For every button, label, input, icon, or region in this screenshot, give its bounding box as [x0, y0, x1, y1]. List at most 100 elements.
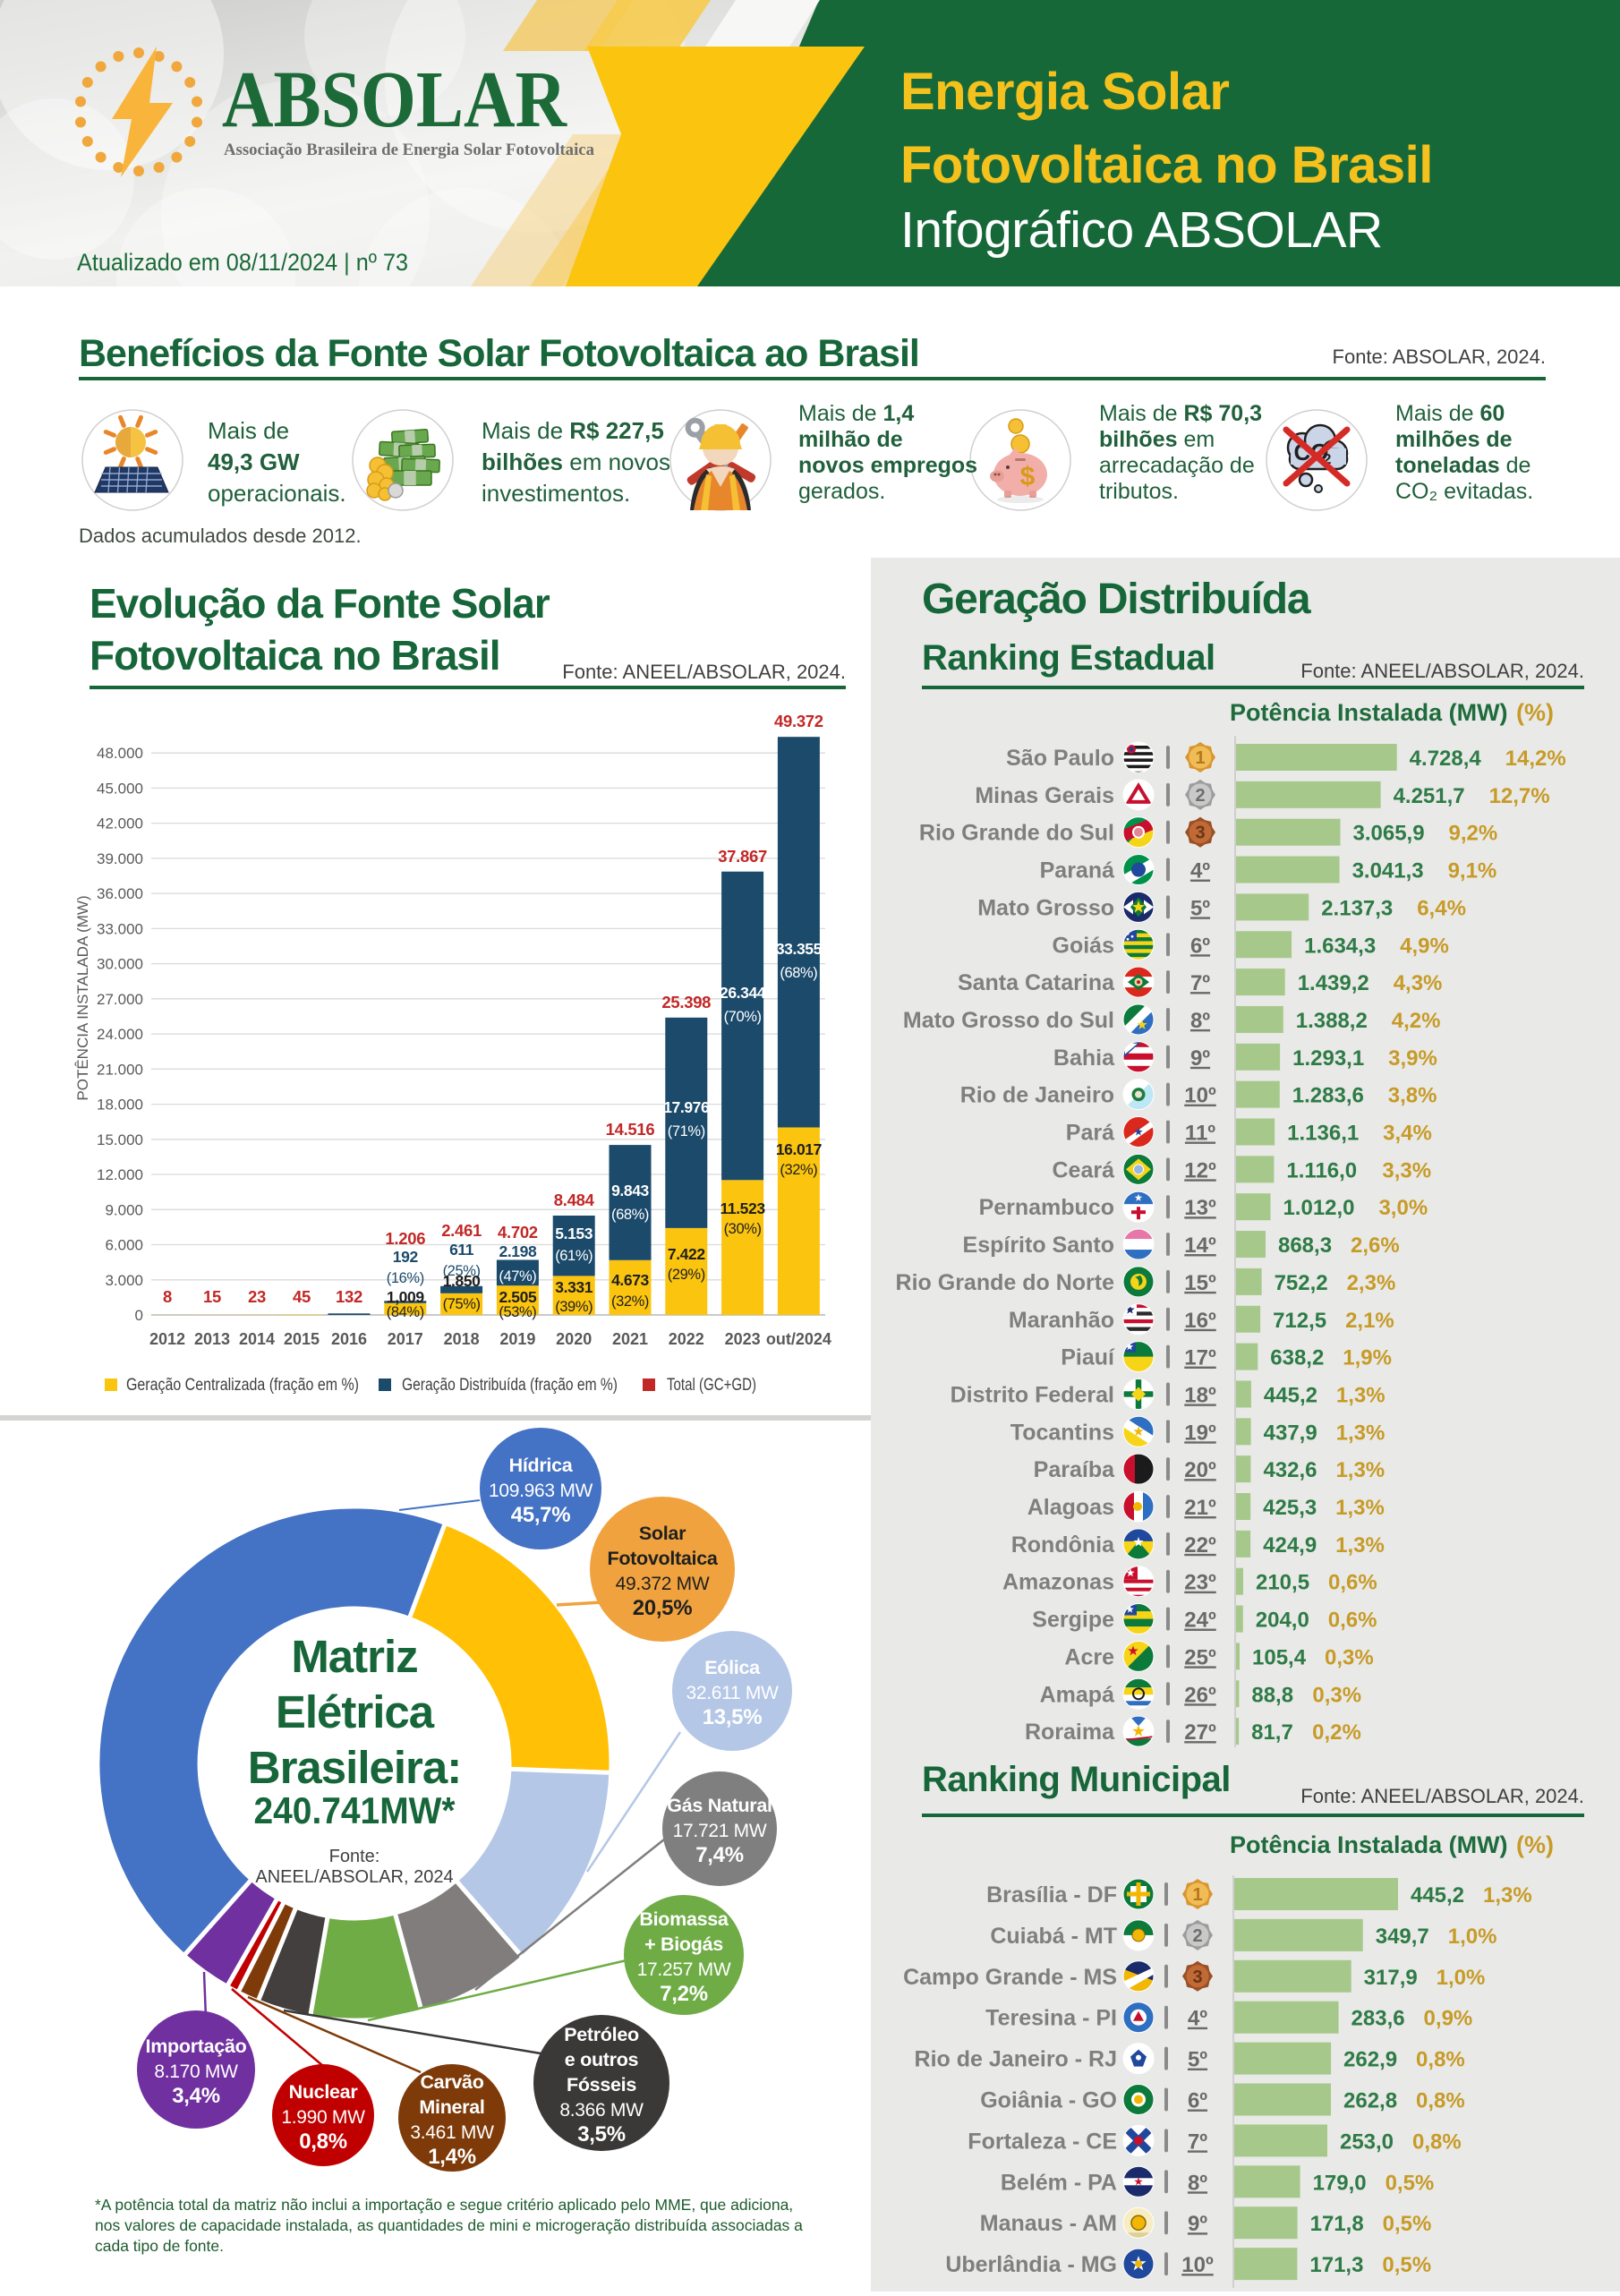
- svg-text:1,3%: 1,3%: [1336, 1383, 1386, 1407]
- svg-text:1,3%: 1,3%: [1336, 1421, 1386, 1445]
- svg-text:Manaus - AM: Manaus - AM: [980, 2211, 1117, 2236]
- svg-text:24.000: 24.000: [97, 1026, 143, 1043]
- svg-text:Acre: Acre: [1064, 1644, 1114, 1669]
- svg-text:105,4: 105,4: [1252, 1645, 1307, 1669]
- svg-text:81,7: 81,7: [1251, 1720, 1293, 1745]
- svg-text:Solar: Solar: [639, 1523, 686, 1544]
- svg-text:1,3%: 1,3%: [1483, 1883, 1532, 1908]
- svg-text:Mais de R$ 70,3: Mais de R$ 70,3: [1099, 401, 1262, 426]
- svg-text:São Paulo: São Paulo: [1006, 746, 1114, 771]
- svg-text:3: 3: [1192, 1967, 1202, 1987]
- svg-text:Petróleo: Petróleo: [564, 2024, 639, 2045]
- svg-text:3.000: 3.000: [105, 1272, 143, 1289]
- svg-text:88,8: 88,8: [1251, 1683, 1293, 1707]
- svg-text:2.461: 2.461: [441, 1221, 482, 1240]
- svg-text:3.065,9: 3.065,9: [1353, 822, 1425, 846]
- svg-text:3,0%: 3,0%: [1378, 1196, 1428, 1220]
- svg-text:(39%): (39%): [555, 1299, 593, 1315]
- svg-text:out/2024: out/2024: [766, 1330, 831, 1348]
- svg-text:48.000: 48.000: [97, 745, 143, 762]
- svg-text:49,3 GW: 49,3 GW: [208, 448, 300, 475]
- svg-text:4.251,7: 4.251,7: [1394, 784, 1465, 808]
- svg-text:22º: 22º: [1184, 1533, 1216, 1558]
- svg-text:CO₂ evitadas.: CO₂ evitadas.: [1395, 479, 1533, 504]
- svg-text:(84%): (84%): [387, 1304, 424, 1320]
- svg-text:9º: 9º: [1188, 2212, 1207, 2236]
- svg-text:novos empregos: novos empregos: [798, 453, 977, 478]
- svg-text:Fonte: ANEEL/ABSOLAR, 2024.: Fonte: ANEEL/ABSOLAR, 2024.: [1300, 660, 1584, 682]
- svg-text:ANEEL/ABSOLAR, 2024: ANEEL/ABSOLAR, 2024: [255, 1867, 453, 1887]
- svg-text:240.741MW*: 240.741MW*: [254, 1789, 456, 1831]
- svg-text:Fonte: ANEEL/ABSOLAR, 2024.: Fonte: ANEEL/ABSOLAR, 2024.: [562, 661, 846, 683]
- svg-text:18º: 18º: [1184, 1383, 1216, 1407]
- svg-text:Fonte: ABSOLAR, 2024.: Fonte: ABSOLAR, 2024.: [1333, 346, 1546, 368]
- svg-text:6.000: 6.000: [105, 1237, 143, 1254]
- svg-text:Rio de Janeiro: Rio de Janeiro: [960, 1083, 1114, 1108]
- svg-text:Mineral: Mineral: [419, 2096, 484, 2118]
- svg-text:0,3%: 0,3%: [1325, 1645, 1374, 1669]
- svg-text:Roraima: Roraima: [1025, 1720, 1115, 1745]
- svg-text:*A potência total da matriz nã: *A potência total da matriz não inclui a…: [95, 2196, 793, 2214]
- svg-text:Ranking Municipal: Ranking Municipal: [922, 1760, 1231, 1799]
- svg-text:1.634,3: 1.634,3: [1304, 934, 1376, 958]
- svg-text:Mais de 1,4: Mais de 1,4: [798, 401, 914, 426]
- svg-text:Sergipe: Sergipe: [1032, 1608, 1114, 1633]
- svg-text:Rio Grande do Norte: Rio Grande do Norte: [896, 1270, 1115, 1295]
- svg-text:5.153: 5.153: [555, 1225, 593, 1242]
- svg-text:349,7: 349,7: [1376, 1925, 1429, 1949]
- svg-text:1,0%: 1,0%: [1437, 1966, 1486, 1990]
- svg-text:752,2: 752,2: [1275, 1271, 1328, 1295]
- svg-text:Alagoas: Alagoas: [1027, 1495, 1114, 1520]
- svg-text:2019: 2019: [499, 1330, 535, 1348]
- svg-text:3,9%: 3,9%: [1388, 1046, 1437, 1071]
- svg-text:POTÊNCIA INSTALADA (MW): POTÊNCIA INSTALADA (MW): [74, 895, 91, 1100]
- svg-text:424,9: 424,9: [1263, 1533, 1317, 1558]
- svg-text:210,5: 210,5: [1256, 1571, 1309, 1595]
- svg-text:12º: 12º: [1184, 1158, 1216, 1182]
- svg-text:868,3: 868,3: [1278, 1233, 1332, 1258]
- svg-text:2023: 2023: [725, 1330, 761, 1348]
- svg-text:3.041,3: 3.041,3: [1352, 859, 1424, 883]
- svg-text:23: 23: [248, 1287, 266, 1306]
- svg-text:17.257 MW: 17.257 MW: [637, 1959, 731, 1980]
- svg-text:Eólica: Eólica: [704, 1657, 761, 1678]
- svg-text:1,4%: 1,4%: [428, 2145, 476, 2169]
- svg-text:(29%): (29%): [668, 1267, 705, 1283]
- svg-text:(53%): (53%): [499, 1304, 536, 1320]
- svg-text:nos valores de capacidade inst: nos valores de capacidade instalada, as …: [95, 2216, 803, 2234]
- svg-text:Teresina - PI: Teresina - PI: [985, 2006, 1117, 2031]
- svg-text:192: 192: [393, 1248, 419, 1266]
- svg-text:Infográfico ABSOLAR: Infográfico ABSOLAR: [900, 201, 1383, 259]
- svg-text:2.505: 2.505: [499, 1288, 537, 1306]
- svg-text:0,8%: 0,8%: [1416, 2048, 1465, 2072]
- svg-text:Fotovoltaica no Brasil: Fotovoltaica no Brasil: [90, 632, 500, 679]
- svg-text:14º: 14º: [1184, 1233, 1216, 1258]
- svg-text:Espírito Santo: Espírito Santo: [963, 1233, 1114, 1258]
- svg-text:262,8: 262,8: [1343, 2089, 1397, 2113]
- svg-text:Cuiabá - MT: Cuiabá - MT: [990, 1924, 1117, 1949]
- svg-text:4º: 4º: [1188, 2007, 1207, 2031]
- svg-text:Geração Distribuída (fração em: Geração Distribuída (fração em %): [402, 1376, 618, 1395]
- svg-text:Distrito Federal: Distrito Federal: [951, 1382, 1114, 1407]
- svg-text:17.721 MW: 17.721 MW: [673, 1821, 767, 1841]
- svg-text:Belém - PA: Belém - PA: [1001, 2170, 1117, 2195]
- svg-text:1: 1: [1195, 748, 1205, 768]
- svg-text:171,3: 171,3: [1309, 2253, 1363, 2277]
- svg-text:bilhões em: bilhões em: [1099, 427, 1215, 452]
- svg-text:4.702: 4.702: [498, 1223, 538, 1242]
- svg-text:+ Biogás: + Biogás: [644, 1933, 723, 1955]
- svg-text:9,2%: 9,2%: [1449, 822, 1498, 846]
- svg-text:Atualizado em 08/11/2024 | nº: Atualizado em 08/11/2024 | nº 73: [77, 249, 408, 276]
- svg-text:Mato Grosso: Mato Grosso: [977, 895, 1114, 920]
- svg-text:Campo Grande - MS: Campo Grande - MS: [903, 1965, 1117, 1990]
- svg-text:1,3%: 1,3%: [1335, 1533, 1385, 1558]
- svg-text:23º: 23º: [1184, 1571, 1216, 1595]
- svg-text:8º: 8º: [1188, 2171, 1207, 2195]
- svg-text:132: 132: [336, 1287, 362, 1306]
- svg-text:0,2%: 0,2%: [1312, 1720, 1361, 1745]
- svg-text:Rio de Janeiro - RJ: Rio de Janeiro - RJ: [915, 2047, 1117, 2072]
- svg-text:Ceará: Ceará: [1053, 1157, 1115, 1182]
- svg-text:445,2: 445,2: [1411, 1883, 1464, 1908]
- svg-text:2021: 2021: [612, 1330, 648, 1348]
- svg-text:7º: 7º: [1190, 971, 1210, 995]
